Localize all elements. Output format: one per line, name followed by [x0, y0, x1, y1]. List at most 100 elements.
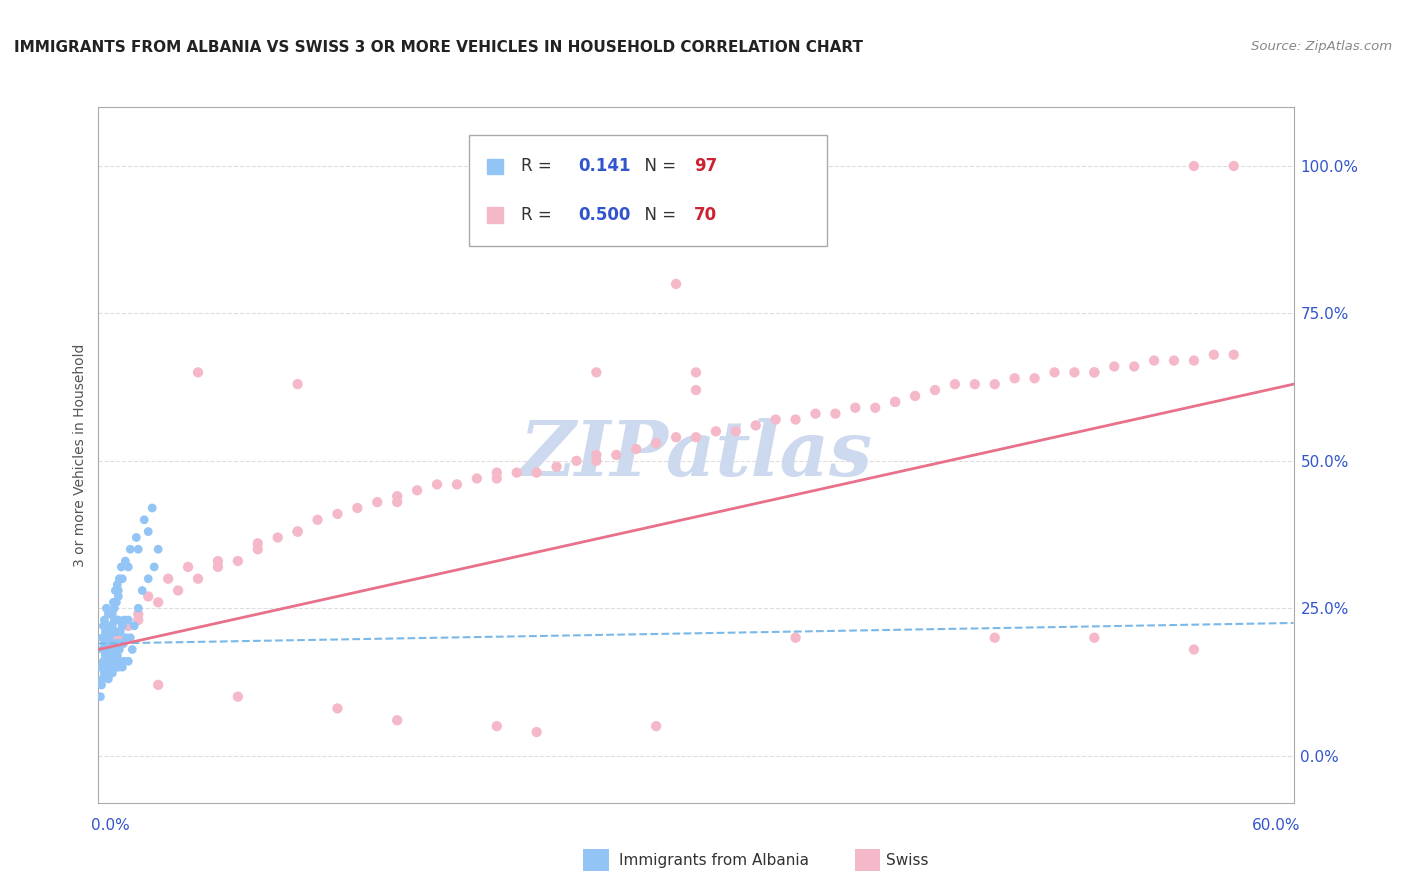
- Point: [96, 642, 118, 657]
- Point: [645, 436, 668, 450]
- Point: [385, 495, 409, 509]
- Point: [1223, 348, 1246, 362]
- Point: [884, 395, 907, 409]
- Point: [287, 377, 309, 392]
- Point: [105, 648, 128, 663]
- Point: [267, 531, 290, 545]
- Point: [141, 500, 163, 515]
- Point: [125, 531, 148, 545]
- Point: [104, 583, 127, 598]
- Point: [110, 637, 132, 651]
- Point: [93, 654, 115, 668]
- Point: [1202, 348, 1225, 362]
- Text: IMMIGRANTS FROM ALBANIA VS SWISS 3 OR MORE VEHICLES IN HOUSEHOLD CORRELATION CHA: IMMIGRANTS FROM ALBANIA VS SWISS 3 OR MO…: [14, 40, 863, 55]
- Point: [127, 542, 149, 557]
- Point: [89, 690, 111, 704]
- Point: [101, 607, 124, 621]
- Point: [207, 554, 229, 568]
- Point: [1004, 371, 1026, 385]
- Point: [943, 377, 966, 392]
- Point: [585, 454, 607, 468]
- Text: Immigrants from Albania: Immigrants from Albania: [619, 854, 808, 868]
- Point: [1083, 631, 1105, 645]
- Text: 97: 97: [693, 157, 717, 175]
- Text: Swiss: Swiss: [886, 854, 928, 868]
- Point: [96, 631, 118, 645]
- Point: [107, 613, 129, 627]
- Point: [685, 383, 707, 397]
- Point: [91, 672, 114, 686]
- Point: [96, 642, 118, 657]
- Point: [346, 500, 368, 515]
- Point: [724, 425, 747, 439]
- Point: [105, 595, 128, 609]
- Point: [485, 466, 508, 480]
- Point: [93, 613, 115, 627]
- Point: [103, 637, 125, 651]
- Point: [96, 631, 118, 645]
- Text: 0.141: 0.141: [578, 157, 630, 175]
- Point: [103, 613, 125, 627]
- Point: [103, 601, 125, 615]
- Point: [96, 601, 118, 615]
- Point: [117, 560, 139, 574]
- Point: [246, 536, 269, 550]
- Point: [120, 542, 142, 557]
- Point: [134, 513, 156, 527]
- Point: [105, 577, 128, 591]
- Point: [97, 624, 120, 639]
- Point: [107, 590, 129, 604]
- Point: [93, 666, 115, 681]
- Point: [105, 613, 128, 627]
- Point: [1182, 159, 1205, 173]
- Point: [904, 389, 927, 403]
- Point: [104, 648, 127, 663]
- Point: [91, 631, 114, 645]
- Point: [110, 624, 132, 639]
- Bar: [470, 135, 827, 246]
- Point: [111, 660, 134, 674]
- Point: [287, 524, 309, 539]
- Text: ZIPatlas: ZIPatlas: [519, 418, 873, 491]
- Text: R =: R =: [520, 206, 557, 224]
- Y-axis label: 3 or more Vehicles in Household: 3 or more Vehicles in Household: [73, 343, 87, 566]
- Point: [112, 637, 135, 651]
- Text: 0.0%: 0.0%: [91, 818, 131, 832]
- Point: [526, 725, 548, 739]
- Point: [136, 590, 159, 604]
- Point: [103, 595, 125, 609]
- Point: [97, 648, 120, 663]
- Point: [127, 613, 149, 627]
- Point: [96, 654, 118, 668]
- Point: [287, 524, 309, 539]
- Point: [246, 542, 269, 557]
- Point: [112, 613, 135, 627]
- Text: N =: N =: [634, 157, 682, 175]
- Point: [785, 412, 807, 426]
- Point: [187, 365, 209, 379]
- Point: [96, 619, 118, 633]
- Point: [107, 583, 129, 598]
- Point: [207, 560, 229, 574]
- Point: [98, 619, 121, 633]
- Point: [465, 471, 488, 485]
- Point: [1083, 365, 1105, 379]
- Point: [884, 395, 907, 409]
- Point: [326, 507, 349, 521]
- Point: [112, 654, 135, 668]
- Point: [100, 637, 122, 651]
- Point: [844, 401, 866, 415]
- Point: [94, 648, 117, 663]
- Point: [108, 642, 131, 657]
- Text: 0.500: 0.500: [578, 206, 630, 224]
- Point: [117, 613, 139, 627]
- Point: [98, 619, 122, 633]
- Point: [127, 601, 149, 615]
- Point: [107, 660, 129, 674]
- Point: [804, 407, 827, 421]
- Point: [1143, 353, 1166, 368]
- Point: [585, 448, 607, 462]
- Point: [685, 365, 707, 379]
- Point: [1182, 642, 1205, 657]
- Point: [446, 477, 468, 491]
